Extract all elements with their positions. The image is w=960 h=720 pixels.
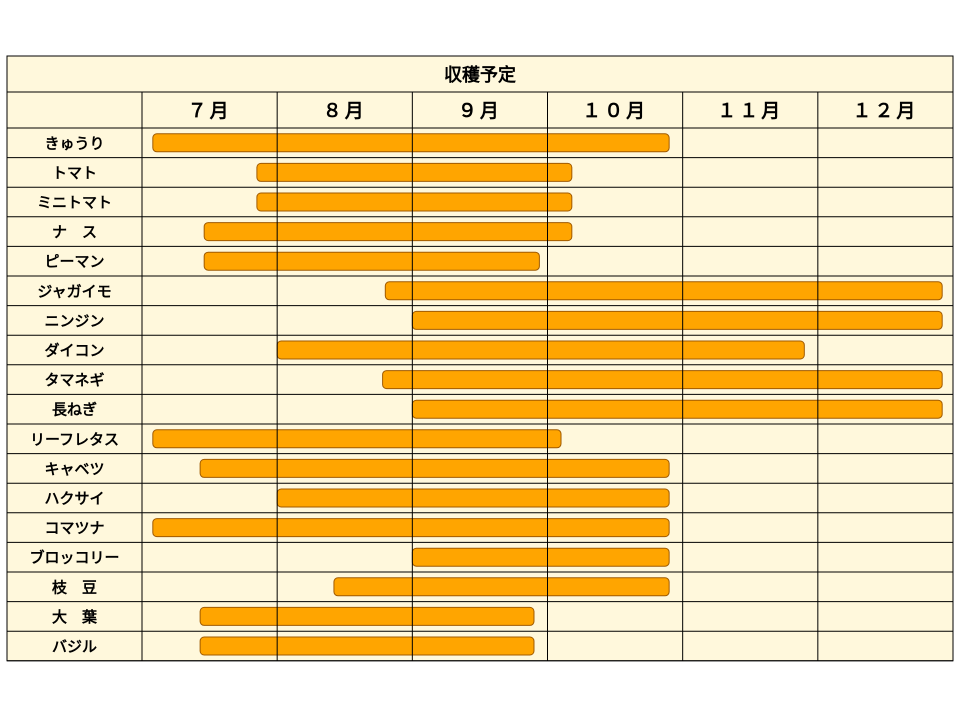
harvest-period-bar [199,458,670,478]
crop-label: タマネギ [44,371,104,389]
crop-label: ブロッコリー [29,549,119,567]
crop-label: トマト [52,164,97,182]
month-header-label: ８月 [323,100,367,122]
harvest-period-bar [199,636,535,656]
grid-layer [6,55,954,662]
crop-label: 長ねぎ [52,401,97,419]
crop-label: 大 葉 [52,608,98,626]
month-header-label: １０月 [582,100,648,122]
crop-label: 枝 豆 [52,578,97,596]
harvest-period-bar [276,488,670,508]
crop-label: キャベツ [44,460,104,478]
harvest-period-bar [333,577,670,597]
month-header-label: ７月 [188,100,232,122]
harvest-period-bar [382,370,943,390]
month-header-label: １２月 [852,100,918,122]
harvest-period-bar [152,518,670,538]
harvest-period-bar [199,606,535,626]
harvest-period-bar [411,547,670,567]
crop-label: ミニトマト [37,194,112,212]
crop-label: リーフレタス [30,430,119,448]
crop-label: ピーマン [44,253,104,271]
harvest-period-bar [152,133,670,153]
harvest-period-bar [411,310,943,330]
month-header-row: ７月 ８月 ９月 １０月 １１月 １２月 [188,100,918,122]
crop-label: ジャガイモ [37,282,111,300]
crop-label: ナ ス [52,223,97,241]
harvest-period-bar [411,399,943,419]
harvest-period-bar [256,192,573,212]
chart-title: 収穫予定 [444,64,516,86]
crop-label: コマツナ [44,519,104,537]
month-header-label: ９月 [458,100,502,122]
month-header-label: １１月 [717,100,783,122]
harvest-period-bar [152,429,562,449]
crop-label: きゅうり [44,134,104,152]
crop-label: バジル [52,638,97,656]
crop-label: ニンジン [44,312,104,330]
crop-label: ダイコン [44,342,104,360]
harvest-period-bar [276,340,805,360]
harvest-period-bar [203,222,573,242]
harvest-period-bar [203,251,540,271]
harvest-period-bar [256,162,573,182]
harvest-period-bar [384,281,943,301]
crop-label: ハクサイ [44,490,104,508]
